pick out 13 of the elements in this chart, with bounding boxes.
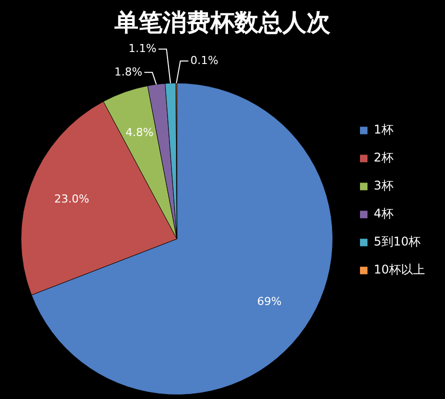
data-label: 1.8% xyxy=(114,65,142,78)
data-label: 69% xyxy=(257,295,282,308)
legend-label: 3杯 xyxy=(374,178,394,193)
legend-label: 1杯 xyxy=(374,122,394,137)
data-label: 0.1% xyxy=(190,54,218,67)
data-label: 4.8% xyxy=(125,126,154,139)
legend-label: 5到10杯 xyxy=(374,234,421,249)
legend-label: 10杯以上 xyxy=(374,262,426,277)
chart-title: 单笔消费杯数总人次 xyxy=(114,8,332,37)
legend-label: 2杯 xyxy=(374,150,394,165)
data-label: 1.1% xyxy=(128,42,156,56)
legend-label: 4杯 xyxy=(374,206,394,221)
data-label: 23.0% xyxy=(54,192,90,206)
